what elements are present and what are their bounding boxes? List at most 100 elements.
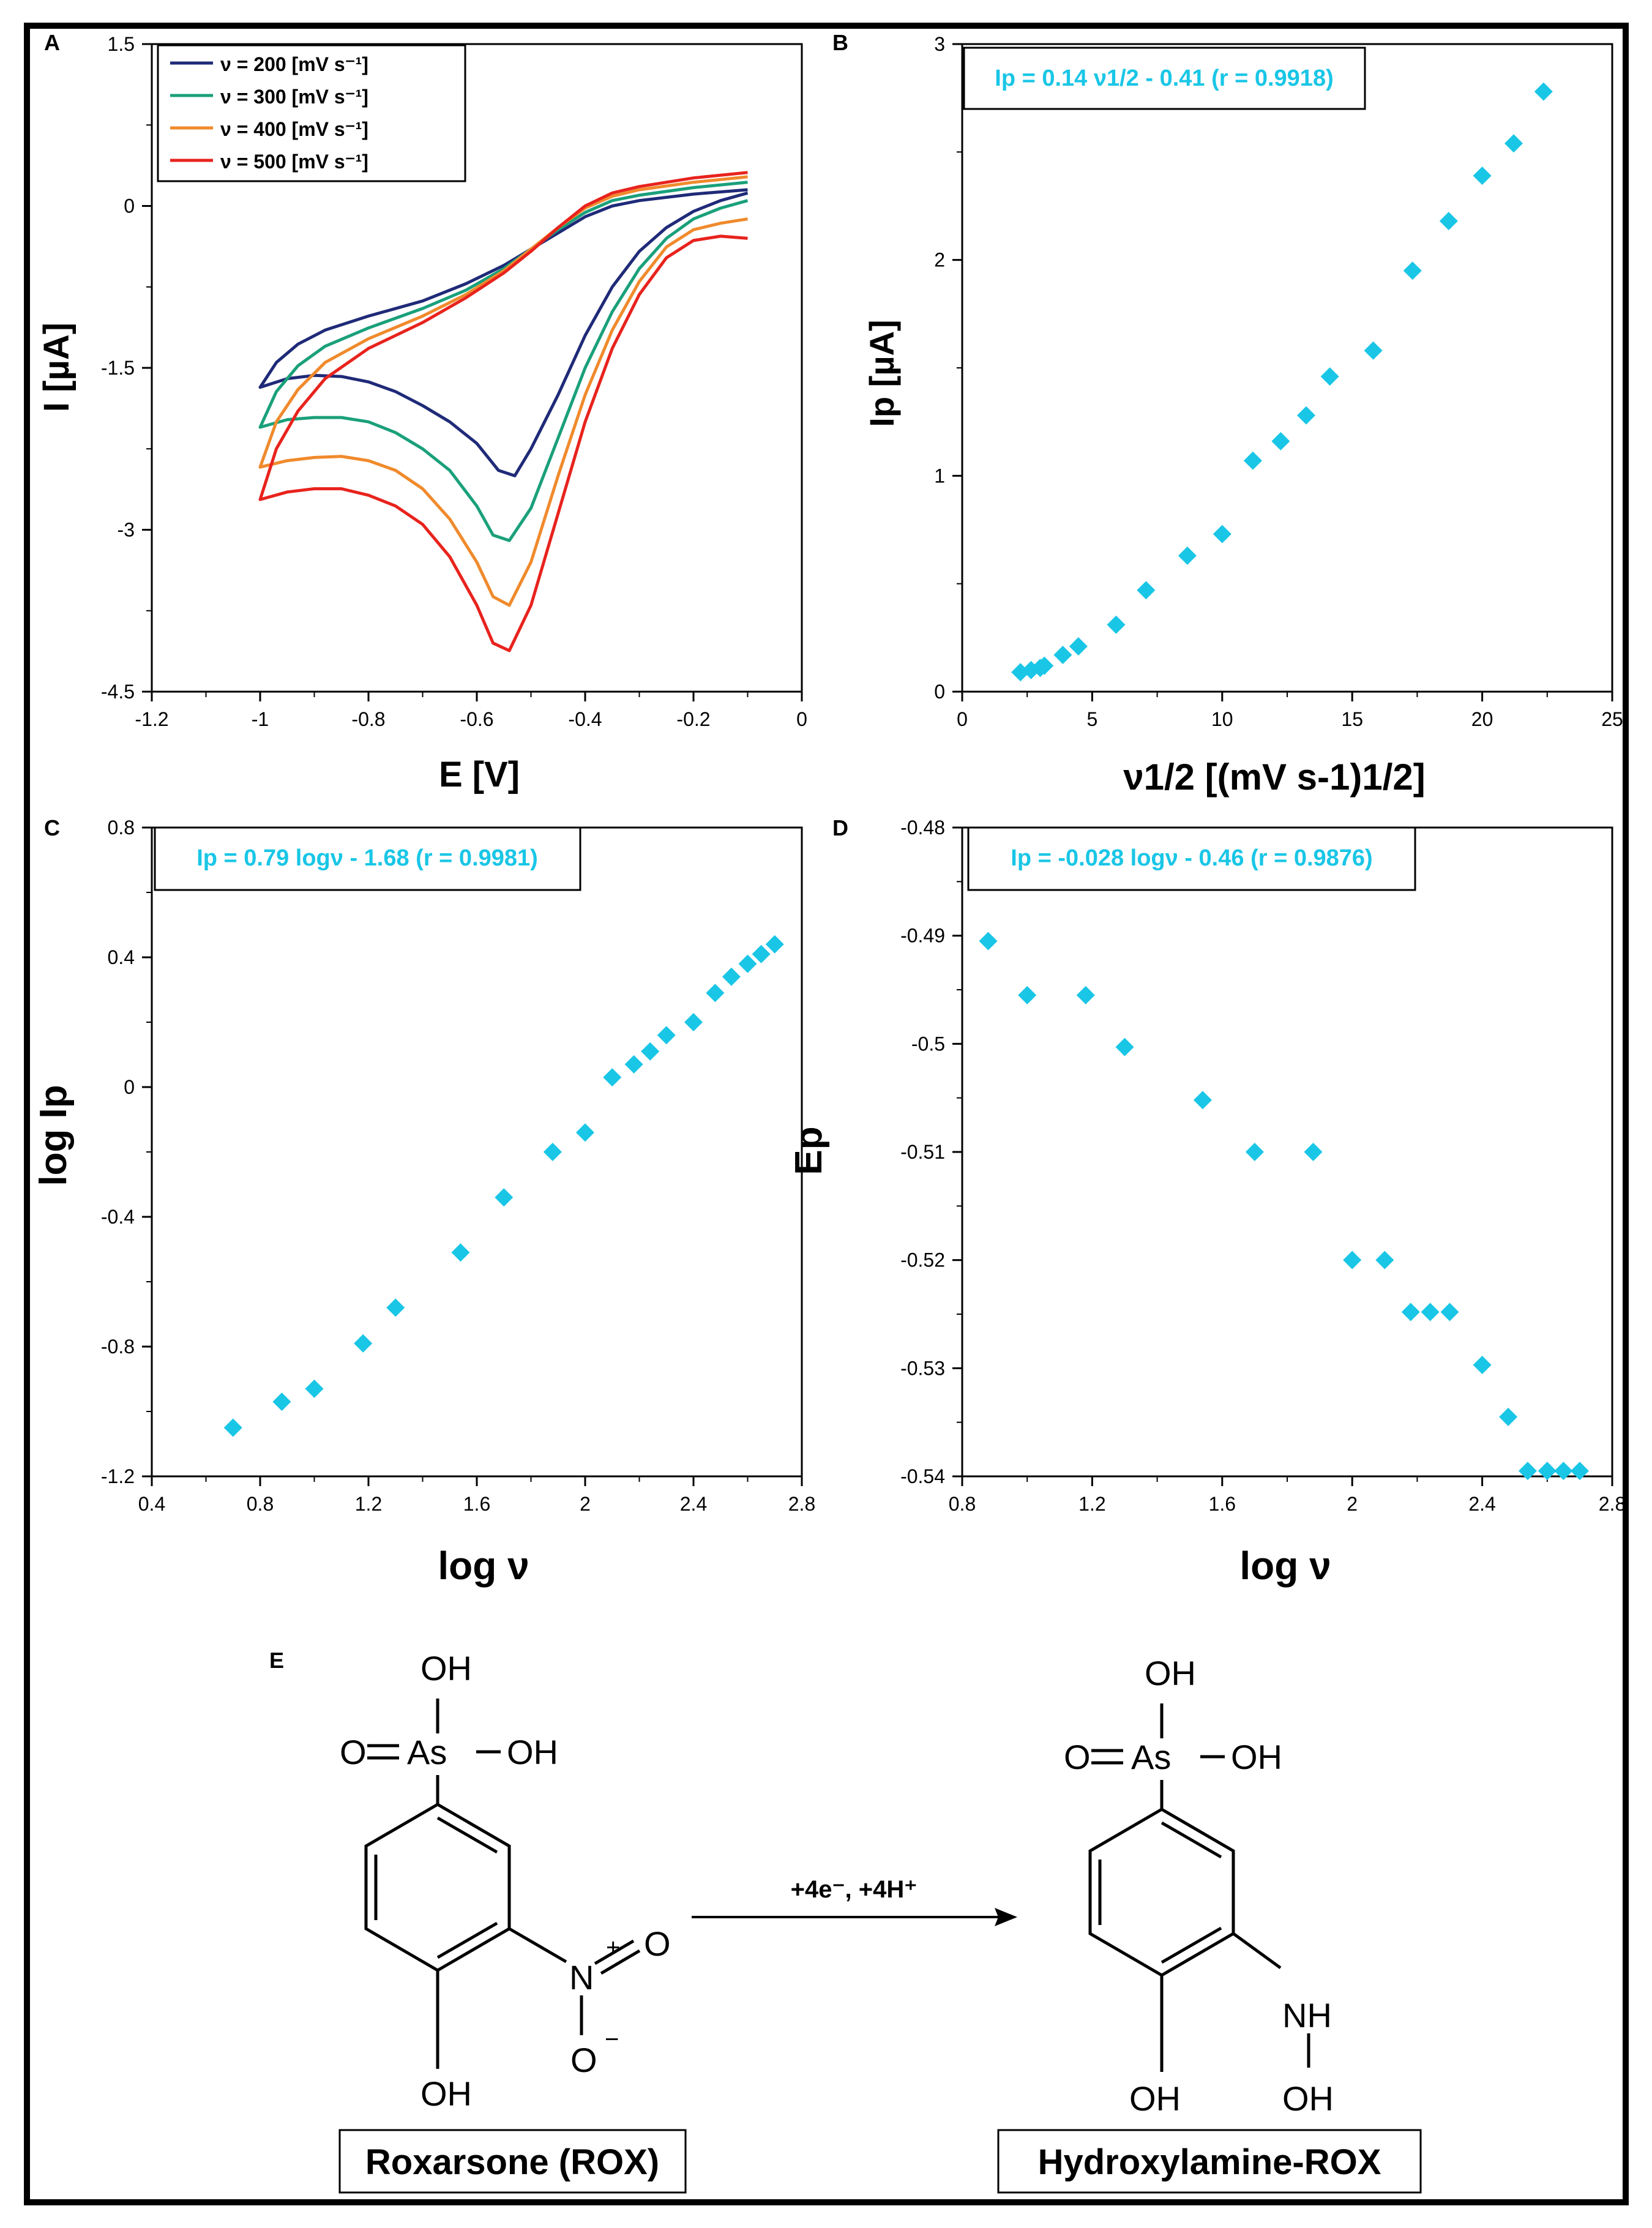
panel-label-e: E bbox=[269, 1648, 284, 1673]
panel-b: B 0 5 10 15 20 25 0 1 2 3 Ip = 0.14 ν1/2 - 0.41 (… bbox=[832, 30, 1623, 798]
data-point-b bbox=[1403, 261, 1422, 280]
data-point-d bbox=[1343, 1250, 1362, 1269]
hydroxylamine-rox-name-box bbox=[997, 2129, 1422, 2194]
data-point-c bbox=[706, 984, 725, 1003]
x-tick-label: 0 bbox=[796, 708, 807, 730]
legend-a: ν = 200 [mV s⁻¹] ν = 300 [mV s⁻¹] ν = 40… bbox=[157, 44, 466, 182]
data-point-b bbox=[1504, 134, 1523, 153]
panel-label-a: A bbox=[44, 30, 60, 55]
legend-label-400: ν = 400 [mV s⁻¹] bbox=[220, 118, 368, 140]
x-tick-label: 2 bbox=[580, 1493, 591, 1515]
panel-label-d: D bbox=[832, 815, 848, 840]
y-tick-label: 0 bbox=[124, 195, 135, 217]
bond-ring-nh bbox=[1232, 1932, 1282, 1970]
atom-o-double-rox: O bbox=[644, 1924, 671, 1963]
x-tick-label: 0 bbox=[957, 708, 968, 730]
data-point-c bbox=[752, 944, 771, 963]
hydroxylamine-rox-structure bbox=[1088, 1703, 1310, 2072]
y-tick-label: -0.49 bbox=[900, 925, 945, 947]
data-point-d bbox=[1473, 1356, 1492, 1375]
x-axis-title-c: log ν bbox=[438, 1544, 529, 1588]
equation-box-c bbox=[154, 826, 581, 891]
y-tick-label: -3 bbox=[118, 519, 135, 541]
data-point-d bbox=[1115, 1037, 1134, 1056]
data-point-c bbox=[305, 1379, 324, 1398]
plot-area-a: -1.2 -1 -0.8 -0.6 -0.4 -0.2 0 1.5 0 -1.5 -3 -4.5 bbox=[101, 33, 807, 730]
x-tick-label: 10 bbox=[1211, 708, 1233, 730]
y-tick-label: -0.8 bbox=[101, 1336, 135, 1358]
data-point-b bbox=[1534, 82, 1553, 101]
y-tick-label: -0.48 bbox=[900, 817, 945, 839]
data-point-b bbox=[1297, 406, 1316, 425]
data-point-c bbox=[624, 1055, 643, 1074]
data-point-d bbox=[1440, 1303, 1459, 1321]
data-point-d bbox=[1304, 1143, 1323, 1161]
equation-d: Ip = -0.028 logν - 0.46 (r = 0.9876) bbox=[1011, 845, 1372, 871]
y-tick-label: -0.51 bbox=[900, 1141, 945, 1163]
data-point-c bbox=[451, 1243, 470, 1262]
hydroxylamine-rox-atoms: OH O As OH NH OH OH bbox=[1064, 1654, 1334, 2118]
atom-oh-right-product: OH bbox=[1231, 1738, 1282, 1776]
x-tick-label: 2 bbox=[1347, 1493, 1358, 1515]
hydroxylamine-rox-name: Hydroxylamine-ROX bbox=[1038, 2142, 1381, 2182]
data-point-c bbox=[738, 954, 757, 973]
y-tick-label: 0.8 bbox=[108, 817, 135, 839]
y-tick-label: -1.2 bbox=[101, 1465, 135, 1487]
charge-minus-o: − bbox=[605, 2026, 619, 2053]
y-axis-title-a: I [µA] bbox=[37, 323, 77, 412]
atom-o-rox: O bbox=[340, 1733, 367, 1771]
roxarsone-name: Roxarsone (ROX) bbox=[365, 2142, 659, 2182]
data-point-c bbox=[603, 1068, 622, 1087]
y-tick-label: -0.53 bbox=[900, 1357, 945, 1379]
arrow-head-icon bbox=[995, 1908, 1017, 1926]
data-point-b bbox=[1364, 341, 1383, 360]
x-tick-label: 25 bbox=[1601, 708, 1623, 730]
equation-box-b bbox=[963, 47, 1366, 110]
y-tick-label: -0.54 bbox=[900, 1465, 945, 1487]
x-tick-label: 0.8 bbox=[247, 1493, 274, 1515]
legend-box-a bbox=[157, 44, 466, 182]
data-point-d bbox=[1538, 1462, 1557, 1481]
x-tick-label: 2.4 bbox=[680, 1493, 707, 1515]
reaction-arrow-label: +4e⁻, +4H⁺ bbox=[791, 1876, 918, 1903]
y-tick-label: 1.5 bbox=[108, 33, 135, 55]
x-tick-label: 2.8 bbox=[1599, 1493, 1626, 1515]
x-tick-label: 0.4 bbox=[138, 1493, 165, 1515]
ring-inner-bond bbox=[436, 1816, 498, 1854]
bond-n-o-double bbox=[600, 1949, 641, 1975]
outer-frame bbox=[24, 23, 1629, 2205]
y-tick-label: -0.5 bbox=[911, 1033, 945, 1055]
data-point-c bbox=[657, 1026, 676, 1045]
data-point-d bbox=[1245, 1143, 1264, 1161]
equation-b: Ip = 0.14 ν1/2 - 0.41 (r = 0.9918) bbox=[995, 65, 1333, 91]
data-point-d bbox=[1375, 1250, 1394, 1269]
ring-inner-bond bbox=[436, 1921, 498, 1959]
x-axis-title-a: E [V] bbox=[439, 755, 520, 794]
atom-oh-bottom-rox: OH bbox=[420, 2074, 472, 2113]
ring-inner-bond bbox=[1161, 1821, 1222, 1859]
y-tick-label: -1.5 bbox=[101, 357, 135, 379]
x-axis-title-b: ν1/2 [(mV s-1)1/2] bbox=[1123, 757, 1426, 798]
atom-o-product: O bbox=[1064, 1738, 1091, 1776]
atom-oh-bottom-product: OH bbox=[1129, 2079, 1181, 2118]
data-point-b bbox=[1137, 581, 1156, 600]
x-tick-label: -0.2 bbox=[676, 708, 710, 730]
x-tick-label: 2.4 bbox=[1468, 1493, 1495, 1515]
y-tick-label: 2 bbox=[934, 249, 945, 271]
x-tick-label: 1.6 bbox=[1209, 1493, 1236, 1515]
data-point-d bbox=[979, 932, 998, 951]
x-axis-title-d: log ν bbox=[1239, 1544, 1331, 1588]
y-axis-title-b: Ip [µA] bbox=[862, 320, 901, 427]
data-point-d bbox=[1499, 1407, 1518, 1426]
data-point-c bbox=[722, 967, 741, 986]
bond-ring-n bbox=[508, 1927, 567, 1964]
data-point-b bbox=[1243, 451, 1262, 470]
x-tick-label: 0.8 bbox=[949, 1493, 976, 1515]
bond-n-o-double bbox=[594, 1939, 635, 1965]
roxarsone-atoms: OH O As OH N + O O − OH bbox=[340, 1649, 671, 2113]
data-point-b bbox=[1053, 646, 1072, 665]
data-point-b bbox=[1320, 367, 1339, 386]
y-tick-label: 0.4 bbox=[108, 946, 135, 968]
atom-as-product: As bbox=[1131, 1738, 1171, 1776]
data-point-b bbox=[1439, 212, 1458, 231]
